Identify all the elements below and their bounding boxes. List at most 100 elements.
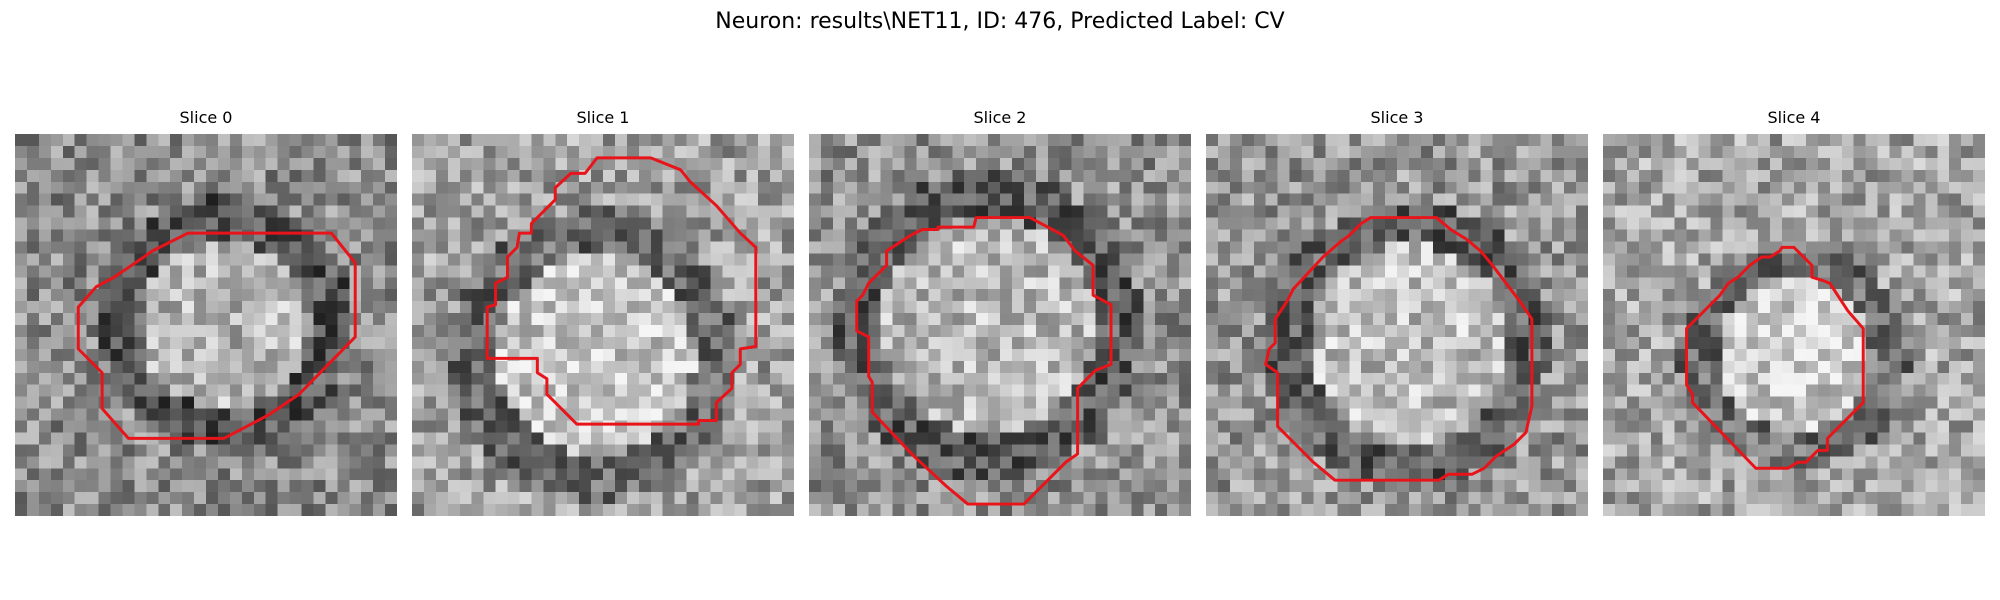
pixel: [1564, 492, 1577, 505]
pixel: [1638, 265, 1651, 278]
pixel: [1949, 265, 1962, 278]
pixel: [1047, 456, 1060, 469]
pixel: [782, 157, 794, 171]
pixel: [241, 504, 254, 516]
pixel: [698, 444, 711, 457]
pixel: [38, 492, 52, 505]
pixel: [265, 205, 278, 218]
pixel: [555, 348, 568, 362]
pixel: [1614, 372, 1628, 385]
pixel: [1698, 420, 1711, 433]
pixel: [349, 217, 362, 230]
pixel: [1155, 420, 1168, 433]
pixel: [868, 420, 881, 433]
pixel: [1913, 432, 1926, 445]
pixel: [62, 265, 75, 278]
pixel: [1614, 420, 1628, 433]
pixel: [614, 253, 628, 266]
pixel: [122, 217, 135, 230]
pixel: [1301, 145, 1314, 159]
pixel: [373, 444, 386, 457]
pixel: [313, 384, 326, 397]
pixel: [1131, 444, 1144, 457]
pixel: [62, 336, 75, 350]
pixel: [349, 384, 362, 397]
pixel: [603, 468, 616, 481]
pixel: [880, 408, 893, 421]
pixel: [662, 492, 675, 505]
pixel: [325, 181, 338, 194]
pixel: [880, 372, 893, 385]
pixel: [1444, 384, 1457, 397]
pixel: [1877, 229, 1890, 242]
pixel: [591, 134, 604, 147]
pixel: [579, 348, 592, 362]
pixel: [265, 372, 278, 385]
pixel: [217, 134, 231, 147]
pixel: [1432, 289, 1445, 302]
pixel: [1059, 348, 1072, 362]
pixel: [349, 480, 362, 493]
pixel: [1504, 181, 1517, 194]
pixel: [1241, 134, 1254, 147]
pixel: [459, 336, 472, 350]
pixel: [325, 253, 338, 266]
pixel: [782, 181, 794, 194]
pixel: [782, 205, 794, 218]
pixel: [820, 420, 834, 433]
pixel: [782, 336, 794, 350]
pixel: [1432, 169, 1445, 182]
pixel: [650, 301, 663, 314]
pixel: [1265, 301, 1278, 314]
pixel: [495, 253, 508, 266]
pixel: [253, 360, 266, 373]
pixel: [349, 396, 362, 409]
pixel: [1877, 313, 1890, 326]
pixel: [1241, 157, 1254, 171]
pixel: [698, 468, 711, 481]
pixel: [1011, 432, 1025, 445]
pixel: [146, 396, 159, 409]
pixel: [1000, 241, 1013, 254]
pixel: [1361, 134, 1374, 147]
pixel: [1420, 277, 1434, 290]
pixel: [471, 217, 484, 230]
pixel: [158, 289, 171, 302]
pixel: [603, 348, 616, 362]
pixel: [483, 169, 496, 182]
pixel: [832, 145, 846, 159]
pixel: [361, 229, 374, 242]
pixel: [555, 145, 568, 159]
pixel: [1528, 229, 1541, 242]
pixel: [650, 265, 663, 278]
pixel: [1432, 145, 1445, 159]
pixel: [880, 480, 893, 493]
pixel: [1937, 193, 1950, 206]
pixel: [337, 480, 350, 493]
pixel: [928, 145, 941, 159]
pixel: [253, 384, 266, 397]
pixel: [820, 360, 834, 373]
pixel: [289, 444, 302, 457]
pixel: [1179, 384, 1191, 397]
pixel: [928, 265, 941, 278]
pixel: [1349, 253, 1362, 266]
pixel: [313, 205, 326, 218]
pixel: [543, 480, 556, 493]
pixel: [820, 480, 834, 493]
pixel: [1961, 420, 1974, 433]
pixel: [734, 205, 747, 218]
pixel: [1626, 396, 1640, 409]
pixel: [1829, 420, 1842, 433]
pixel: [1734, 193, 1747, 206]
pixel: [1397, 277, 1410, 290]
pixel: [1313, 217, 1326, 230]
pixel: [531, 157, 544, 171]
pixel: [1614, 325, 1628, 338]
pixel: [1000, 456, 1013, 469]
pixel: [1420, 360, 1434, 373]
pixel: [1746, 360, 1759, 373]
pixel: [1373, 480, 1386, 493]
pixel: [50, 181, 63, 194]
pixel: [217, 181, 231, 194]
